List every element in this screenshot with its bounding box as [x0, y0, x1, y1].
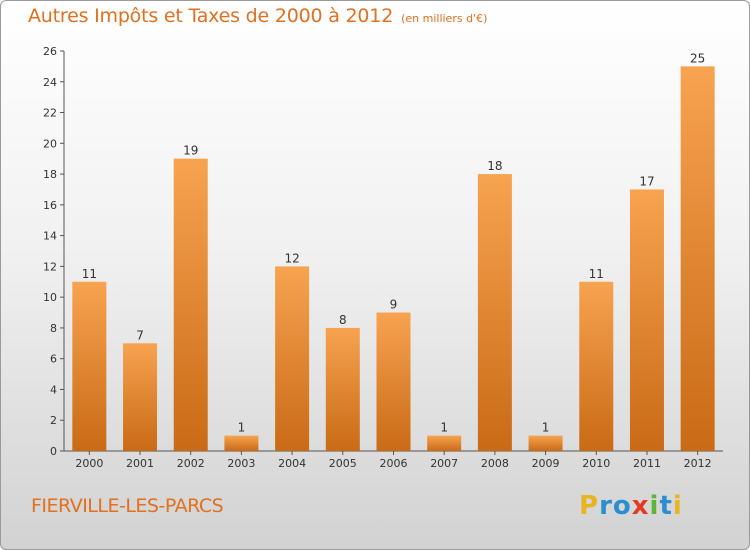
bar — [325, 327, 360, 451]
y-tick-label: 20 — [43, 137, 57, 150]
logo-letter: x — [631, 491, 650, 521]
data-label: 1 — [440, 421, 448, 435]
y-tick-label: 22 — [43, 107, 57, 120]
bar — [680, 66, 715, 451]
bar — [629, 189, 664, 451]
data-label: 19 — [183, 144, 198, 158]
y-tick-label: 16 — [43, 199, 57, 212]
bar — [528, 435, 563, 451]
logo-letter: t — [659, 491, 673, 521]
chart-title-group: Autres Impôts et Taxes de 2000 à 2012 (en… — [28, 5, 487, 27]
data-label: 17 — [639, 174, 654, 188]
data-label: 1 — [542, 421, 550, 435]
y-tick-label: 24 — [43, 76, 57, 89]
y-tick-label: 14 — [43, 230, 57, 243]
bar — [123, 343, 158, 451]
bar — [477, 174, 512, 452]
y-tick-label: 0 — [50, 445, 57, 458]
x-tick-label: 2000 — [75, 457, 103, 470]
data-label: 7 — [136, 328, 144, 342]
x-tick-label: 2008 — [481, 457, 509, 470]
x-tick-label: 2005 — [329, 457, 357, 470]
chart-title: Autres Impôts et Taxes de 2000 à 2012 — [28, 5, 394, 27]
y-tick-label: 4 — [50, 383, 57, 396]
bar — [224, 435, 259, 451]
x-tick-label: 2001 — [126, 457, 154, 470]
y-tick-label: 8 — [50, 322, 57, 335]
data-label: 9 — [390, 298, 398, 312]
y-tick-label: 2 — [50, 414, 57, 427]
data-label: 11 — [82, 267, 97, 281]
logo-letter: i — [649, 491, 660, 521]
logo-letter: o — [612, 491, 632, 521]
x-tick-label: 2006 — [380, 457, 408, 470]
y-tick-label: 6 — [50, 353, 57, 366]
logo-letter: r — [599, 491, 613, 521]
bar — [275, 266, 310, 451]
data-label: 1 — [238, 421, 246, 435]
data-label: 18 — [487, 159, 502, 173]
data-label: 25 — [690, 51, 705, 65]
y-tick-label: 18 — [43, 168, 57, 181]
y-tick-label: 26 — [43, 45, 57, 58]
commune-name: FIERVILLE-LES-PARCS — [31, 495, 224, 517]
x-tick-label: 2010 — [582, 457, 610, 470]
y-tick-label: 12 — [43, 260, 57, 273]
x-tick-label: 2002 — [177, 457, 205, 470]
bar — [173, 158, 208, 451]
x-tick-label: 2003 — [227, 457, 255, 470]
data-label: 8 — [339, 313, 347, 327]
logo-letter: i — [672, 491, 683, 521]
bars — [72, 66, 715, 452]
logo-letter: P — [579, 491, 600, 521]
x-tick-label: 2012 — [684, 457, 712, 470]
proxiti-logo: Proxiti — [579, 491, 683, 521]
x-tick-label: 2011 — [633, 457, 661, 470]
bar — [427, 435, 462, 451]
x-tick-label: 2007 — [430, 457, 458, 470]
bar — [579, 281, 614, 451]
x-tick-label: 2004 — [278, 457, 306, 470]
chart-subtitle: (en milliers d'€) — [401, 12, 488, 25]
y-tick-label: 10 — [43, 291, 57, 304]
bar — [72, 281, 107, 451]
data-label: 12 — [284, 251, 299, 265]
x-tick-label: 2009 — [532, 457, 560, 470]
bar — [376, 312, 411, 451]
data-label: 11 — [589, 267, 604, 281]
